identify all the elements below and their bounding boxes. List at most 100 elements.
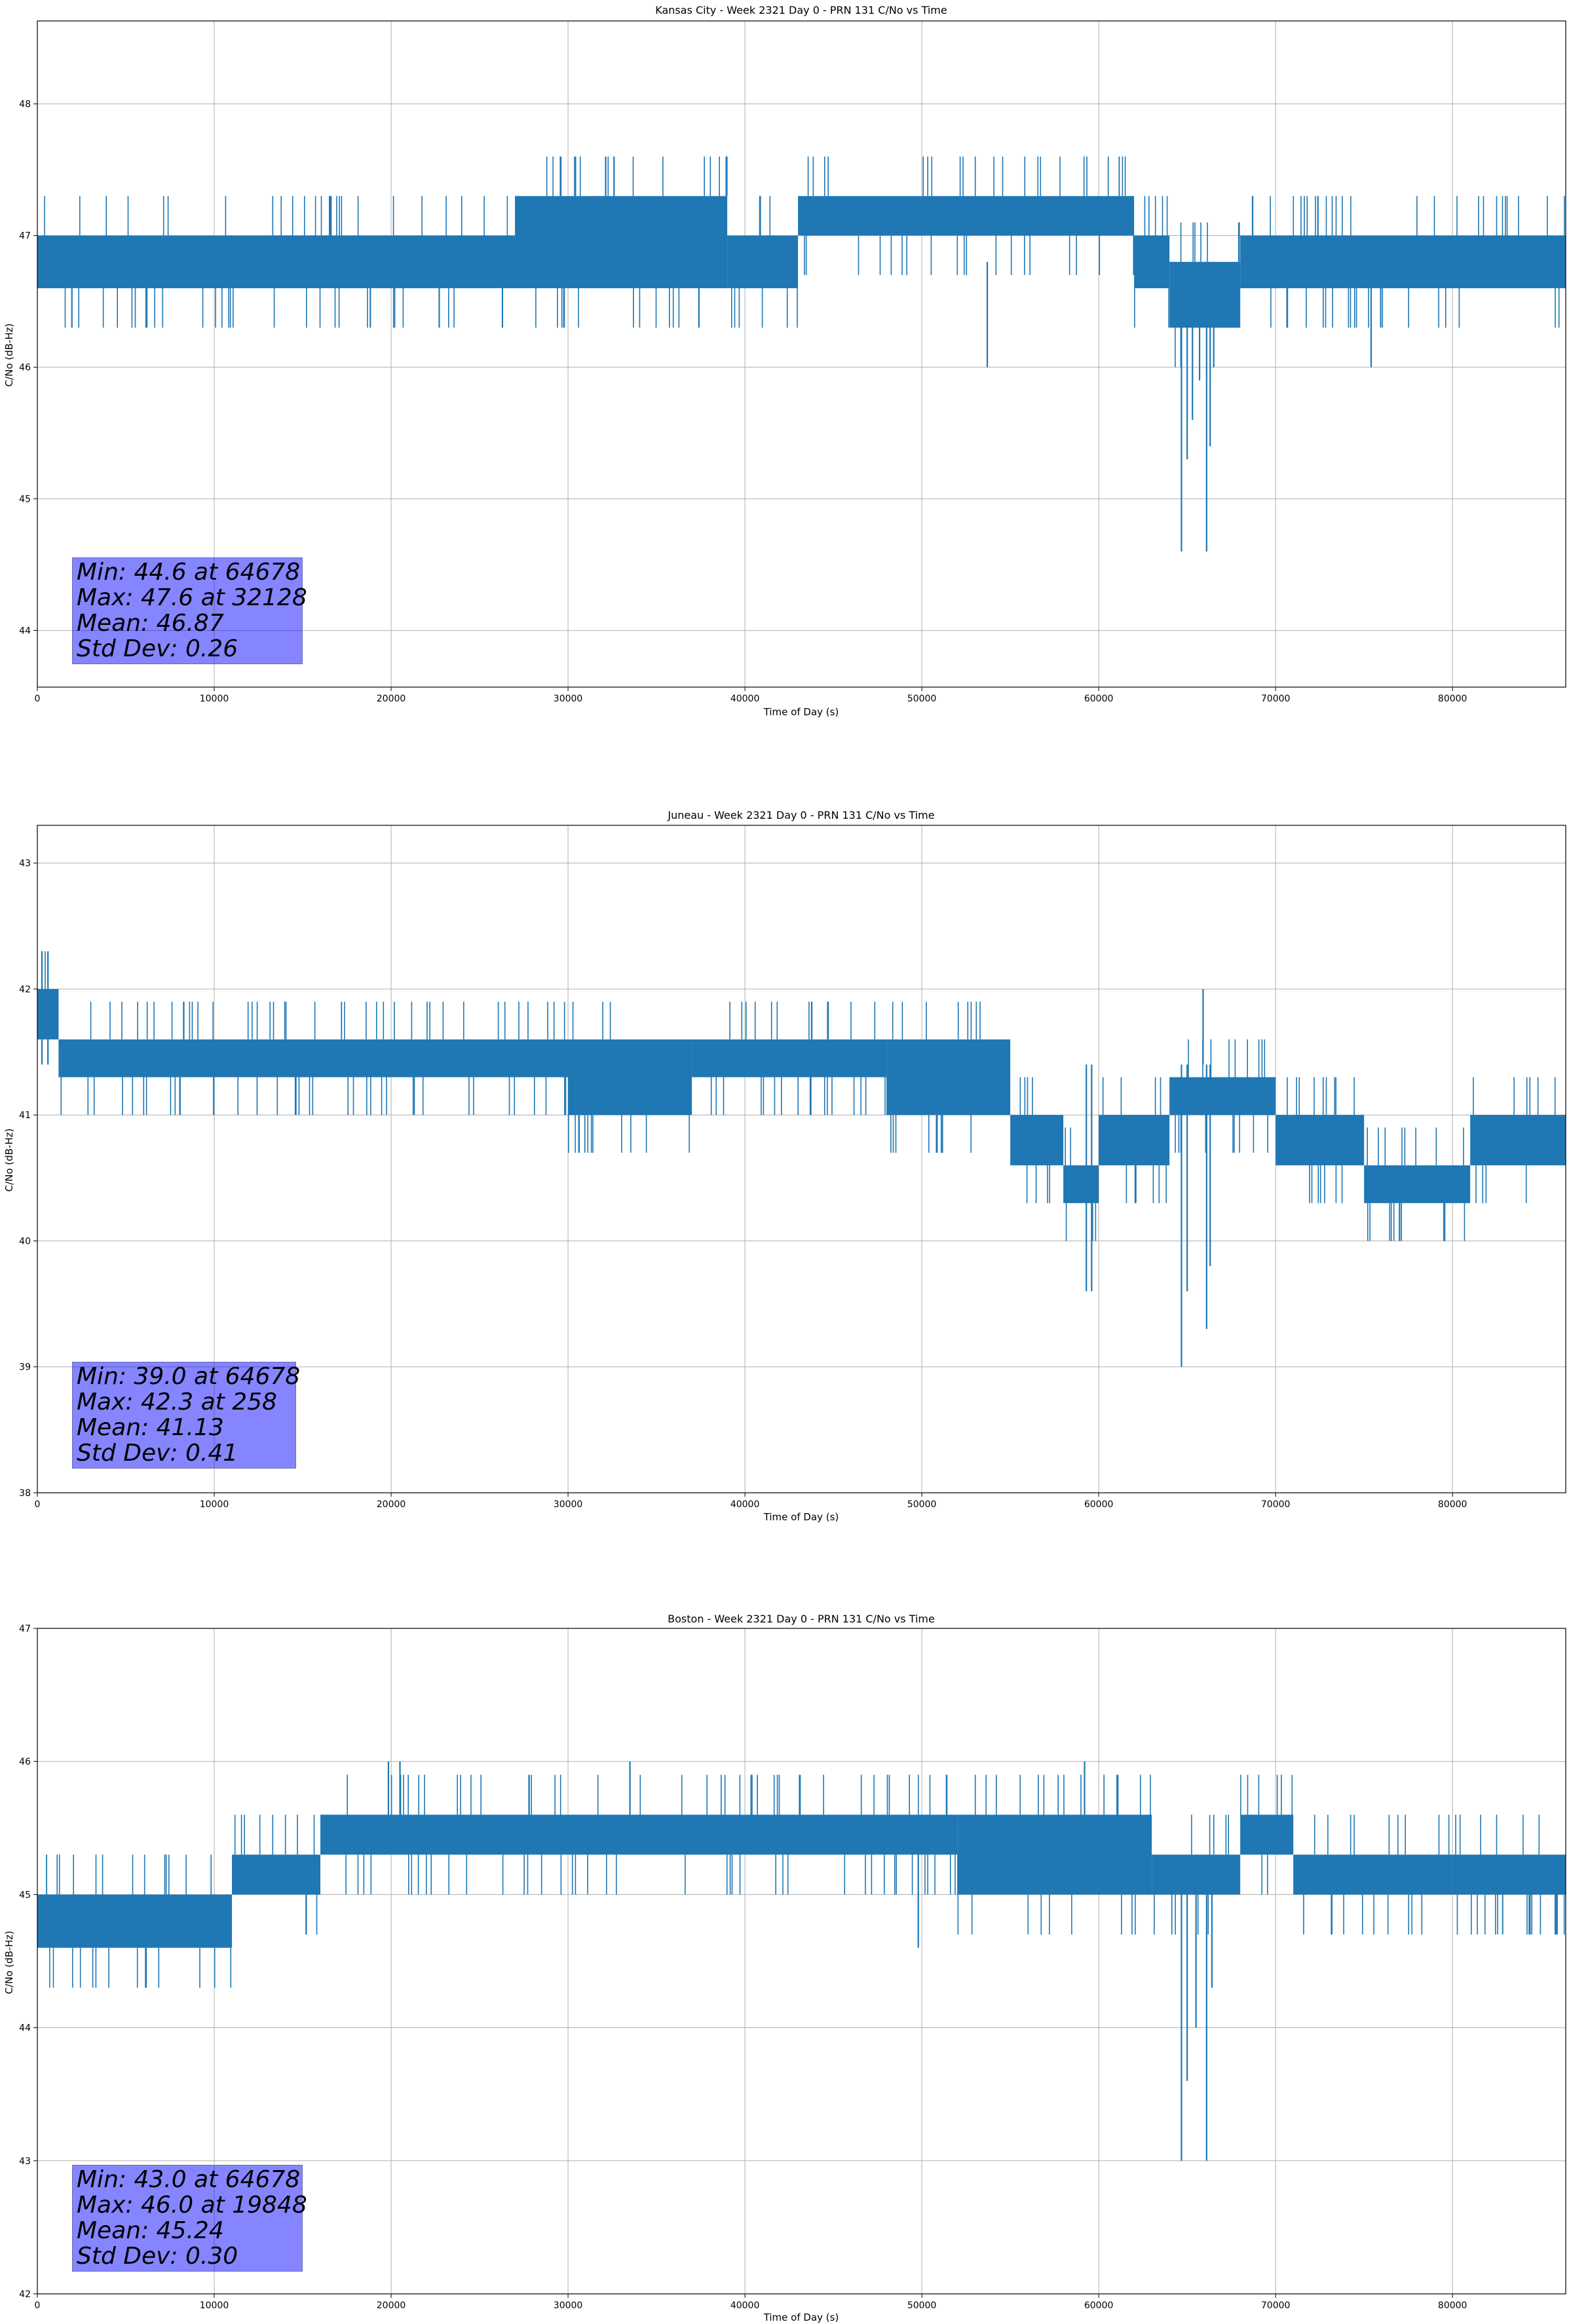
cno-flicker <box>1303 1814 1450 1935</box>
stats-min: Min: 39.0 at 64678 <box>77 1363 301 1390</box>
cno-flicker <box>804 157 1135 275</box>
cno-flicker <box>1455 1814 1565 1935</box>
cno-band <box>1364 1165 1471 1203</box>
chart-svg-kansas-city: Kansas City - Week 2321 Day 0 - PRN 131 … <box>3 4 1566 718</box>
y-tick-label: 46 <box>19 363 31 373</box>
chart-title: Juneau - Week 2321 Day 0 - PRN 131 C/No … <box>667 809 934 821</box>
cno-flicker <box>345 1774 956 1895</box>
y-tick-label: 41 <box>19 1110 31 1121</box>
cno-flicker <box>285 1002 567 1115</box>
x-tick-label: 30000 <box>554 694 583 704</box>
x-tick-label: 60000 <box>1084 1499 1114 1510</box>
stats-box: Min: 39.0 at 64678 Max: 42.3 at 258 Mean… <box>72 1362 301 1469</box>
stats-std-dev: Std Dev: 0.41 <box>77 1440 238 1467</box>
stats-box: Min: 43.0 at 64678 Max: 46.0 at 19848 Me… <box>72 2165 307 2272</box>
plot-frame <box>37 1628 1566 2295</box>
x-tick-label: 10000 <box>200 2300 229 2311</box>
plot-frame <box>37 20 1566 688</box>
cno-band <box>320 235 516 289</box>
plot-frame <box>37 825 1566 1493</box>
stats-mean: Mean: 41.13 <box>77 1414 224 1441</box>
x-tick-label: 10000 <box>200 1499 229 1510</box>
cno-flicker <box>1473 1077 1556 1203</box>
x-tick-label: 0 <box>35 1499 41 1510</box>
cno-band <box>1169 1077 1276 1115</box>
x-axis-label: Time of Day (s) <box>763 706 839 718</box>
cno-band <box>515 196 728 289</box>
cno-flicker <box>1240 1774 1293 1895</box>
chart-title: Kansas City - Week 2321 Day 0 - PRN 131 … <box>655 4 947 16</box>
cno-band <box>58 1039 286 1078</box>
x-tick-label: 40000 <box>730 1499 760 1510</box>
y-axis-label: C/No (dB-Hz) <box>3 1931 15 1995</box>
cno-band <box>692 1039 887 1078</box>
stats-std-dev: Std Dev: 0.30 <box>77 2243 238 2270</box>
cno-flicker <box>535 157 728 328</box>
cno-band <box>285 1039 569 1078</box>
chart-kansas-city: Kansas City - Week 2321 Day 0 - PRN 131 … <box>0 0 1569 806</box>
cno-flicker <box>320 196 508 328</box>
cno-band <box>957 1814 1152 1895</box>
cno-band <box>798 196 1135 236</box>
y-tick-label: 48 <box>19 100 31 110</box>
x-tick-label: 70000 <box>1261 694 1291 704</box>
x-tick-label: 40000 <box>730 694 760 704</box>
x-tick-label: 0 <box>35 2300 41 2311</box>
y-tick-label: 47 <box>19 1624 31 1634</box>
stats-mean: Mean: 46.87 <box>77 610 224 637</box>
y-tick-label: 39 <box>19 1362 31 1373</box>
y-tick-label: 42 <box>19 2289 31 2300</box>
cno-band <box>1099 1115 1170 1166</box>
cno-band <box>1010 1115 1064 1166</box>
cno-band <box>1240 235 1566 289</box>
stats-max: Max: 42.3 at 258 <box>77 1389 277 1415</box>
cno-flicker <box>957 1774 1151 1935</box>
x-tick-label: 80000 <box>1438 1499 1467 1510</box>
x-tick-label: 20000 <box>377 1499 406 1510</box>
cno-band <box>1276 1115 1365 1166</box>
cno-band <box>320 1814 958 1855</box>
x-tick-label: 70000 <box>1261 2300 1291 2311</box>
cno-flicker <box>1287 1077 1355 1203</box>
cno-band <box>1169 261 1241 328</box>
y-tick-label: 45 <box>19 495 31 505</box>
stats-min: Min: 43.0 at 64678 <box>77 2166 301 2193</box>
cno-series <box>37 157 1566 552</box>
x-tick-label: 10000 <box>200 694 229 704</box>
stats-box: Min: 44.6 at 64678 Max: 47.6 at 32128 Me… <box>72 557 307 664</box>
x-tick-label: 80000 <box>1438 2300 1467 2311</box>
y-tick-label: 43 <box>19 2156 31 2167</box>
x-tick-label: 50000 <box>907 2300 937 2311</box>
cno-band <box>568 1039 692 1115</box>
cno-flicker <box>710 1002 886 1115</box>
cno-band <box>1452 1854 1566 1895</box>
cno-band <box>1134 235 1170 289</box>
y-tick-label: 43 <box>19 859 31 869</box>
stats-max: Max: 47.6 at 32128 <box>77 584 307 611</box>
stats-max: Max: 46.0 at 19848 <box>77 2192 307 2219</box>
cno-flicker <box>1251 196 1565 328</box>
cno-flicker <box>60 1002 286 1115</box>
x-tick-label: 20000 <box>377 694 406 704</box>
cno-flicker <box>1154 1814 1229 1935</box>
chart-boston: Boston - Week 2321 Day 0 - PRN 131 C/No … <box>0 1611 1569 2324</box>
cno-flicker <box>731 196 798 328</box>
x-tick-label: 60000 <box>1084 2300 1114 2311</box>
cno-series <box>37 1761 1566 2161</box>
y-tick-label: 44 <box>19 626 31 637</box>
cno-band <box>886 1039 1011 1115</box>
cno-band <box>232 1854 321 1895</box>
cno-flicker <box>890 1002 981 1153</box>
cno-band <box>1240 1814 1294 1855</box>
x-tick-label: 60000 <box>1084 694 1114 704</box>
x-tick-label: 40000 <box>730 2300 760 2311</box>
x-tick-label: 50000 <box>907 694 937 704</box>
y-tick-label: 47 <box>19 231 31 242</box>
y-tick-label: 44 <box>19 2023 31 2034</box>
x-tick-label: 70000 <box>1261 1499 1291 1510</box>
x-tick-label: 50000 <box>907 1499 937 1510</box>
stats-std-dev: Std Dev: 0.26 <box>77 635 238 662</box>
cno-band <box>1063 1165 1099 1203</box>
chart-svg-juneau: Juneau - Week 2321 Day 0 - PRN 131 C/No … <box>3 809 1566 1523</box>
stats-mean: Mean: 45.24 <box>77 2217 224 2244</box>
